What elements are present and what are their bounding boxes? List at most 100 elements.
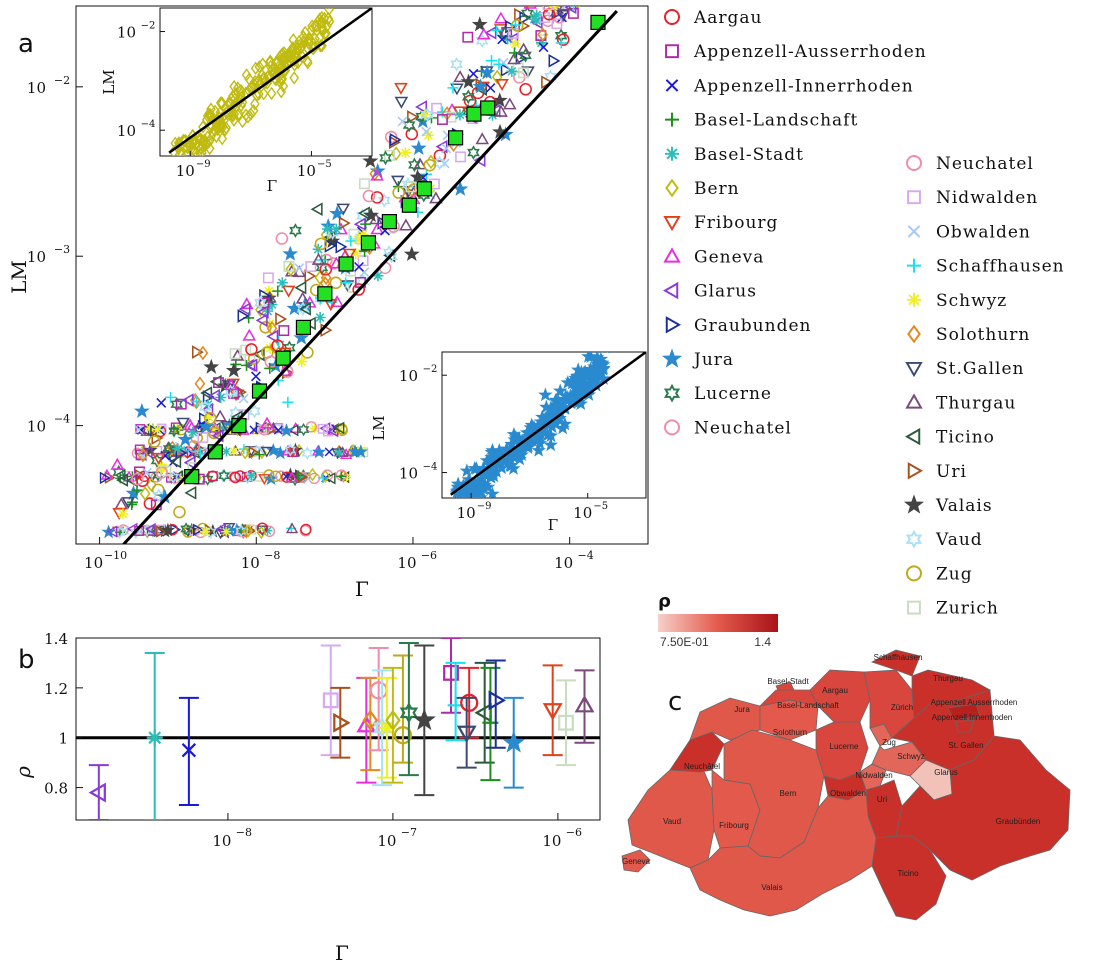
scatter-point — [377, 193, 391, 208]
scatter-point — [293, 470, 304, 481]
map-label-obwalden: Obwalden — [830, 789, 866, 798]
errorbar-marker — [558, 714, 574, 731]
scatter-point — [229, 471, 241, 483]
scatter-point — [360, 218, 372, 230]
panel-b-ytick-label: 0.8 — [44, 780, 68, 798]
binned-mean-marker — [466, 106, 482, 122]
scatter-point — [143, 497, 157, 510]
scatter-point — [520, 6, 534, 21]
scatter-point — [243, 524, 254, 538]
scatter-point — [397, 116, 408, 127]
scatter-point — [229, 348, 241, 360]
scatter-point — [222, 380, 237, 393]
legend-label: Jura — [692, 350, 734, 370]
scatter-point — [521, 66, 535, 79]
scatter-point — [538, 42, 549, 53]
scatter-point — [335, 240, 348, 254]
errorbar-bern — [382, 666, 403, 784]
inset-bern-xtick-exp: −9 — [196, 159, 211, 170]
legend-marker-geneva — [663, 247, 681, 263]
scatter-point — [436, 114, 448, 125]
scatter-point — [151, 452, 166, 465]
scatter-point — [198, 399, 212, 415]
legend-marker-vaud — [905, 529, 923, 549]
scatter-point — [195, 447, 207, 459]
map-canton-shape-schaffhausen — [870, 649, 921, 677]
map-label-st-gallen: St. Gallen — [948, 741, 983, 750]
scatter-point — [336, 471, 347, 482]
scatter-point — [467, 145, 480, 160]
map-label-geneva: Geneva — [622, 857, 651, 866]
scatter-point — [221, 526, 232, 537]
legend: Aargau Appenzell-Ausserrhoden Appenzell-In… — [661, 8, 1064, 619]
legend-marker-obwalden — [907, 225, 921, 238]
panel-b-xtick-exp: −6 — [566, 826, 582, 839]
scatter-point — [385, 248, 398, 264]
panel-a-xtick-exp: −10 — [104, 549, 127, 562]
scatter-point — [555, 37, 567, 49]
scatter-point — [305, 261, 317, 272]
inset-jura-xtick-label: 10 — [457, 504, 476, 522]
scatter-point — [329, 276, 343, 290]
scatter-point — [323, 426, 333, 437]
scatter-point — [297, 472, 308, 483]
legend-marker-fribourg — [663, 215, 681, 232]
inset-bern-ticks: 10 −9 10 −510 −410 −2 — [117, 21, 332, 180]
inset-jura-ytick-label: 10 — [399, 367, 418, 385]
scatter-point — [345, 235, 357, 247]
scatter-point — [319, 263, 333, 276]
scatter-point — [409, 168, 426, 185]
scatter-point — [156, 397, 167, 408]
inset-jura-xtick-exp: −9 — [477, 501, 492, 512]
legend-label: Neuchatel — [936, 154, 1034, 174]
panel-a-ytick-exp: −2 — [54, 74, 70, 87]
inset-jura-point — [467, 461, 482, 475]
scatter-point — [542, 6, 554, 11]
errorbar-marker — [542, 703, 563, 721]
scatter-point — [296, 356, 308, 368]
legend-marker-lucerne — [663, 383, 681, 403]
scatter-point — [485, 55, 497, 67]
map-label-vaud: Vaud — [663, 817, 681, 826]
scatter-point — [193, 523, 204, 537]
errorbar-marker — [393, 726, 413, 745]
inset-bern-point — [310, 32, 320, 46]
errorbar-marker — [399, 702, 419, 724]
legend-marker-thurgau — [905, 393, 923, 409]
errorbar-marker — [385, 709, 401, 731]
scatter-point — [507, 52, 521, 65]
inset-bern-point — [269, 61, 280, 75]
inset-bern-point — [323, 11, 334, 26]
scatter-point — [494, 11, 508, 24]
inset-bern-ytick-exp: −2 — [141, 21, 156, 32]
map-label-nidwalden: Nidwalden — [855, 771, 892, 780]
scatter-point — [516, 42, 531, 55]
legend-marker-graubunden — [665, 316, 681, 334]
scatter-point — [240, 446, 250, 460]
scatter-point — [289, 223, 302, 238]
scatter-point — [425, 154, 437, 170]
map-canton-shape-aargau — [809, 669, 871, 723]
scatter-point — [517, 67, 529, 79]
map-label-thurgau: Thurgau — [933, 674, 963, 683]
scatter-point — [317, 423, 328, 434]
inset-jura-fit-line-path — [450, 352, 646, 496]
scatter-point — [278, 364, 292, 377]
inset-bern-point — [210, 104, 220, 118]
scatter-point — [262, 272, 274, 284]
scatter-point — [394, 82, 408, 95]
scatter-point — [422, 129, 434, 141]
scatter-point — [329, 205, 346, 221]
scatter-point — [298, 302, 311, 316]
map-canton-shape-appenzell-innerrhoden — [955, 719, 975, 733]
map-cantons — [621, 649, 1071, 921]
scatter-point — [310, 202, 323, 217]
panel-b-ticks: 10 −8 10 −7 10 −6 0.8 1 1.2 1.4 — [44, 630, 582, 850]
inset-bern-point — [253, 87, 264, 101]
scatter-point — [433, 149, 447, 162]
scatter-point — [529, 0, 538, 2]
panel-a-scatter: 10 −10 10 −8 10 −6 10 −410 −410 −310 −2 Γ LM 10 −9 1… — [7, 0, 649, 601]
scatter-point — [453, 70, 467, 83]
map-label-schaffhausen: Schaffhausen — [874, 653, 923, 662]
scatter-point — [392, 186, 405, 199]
